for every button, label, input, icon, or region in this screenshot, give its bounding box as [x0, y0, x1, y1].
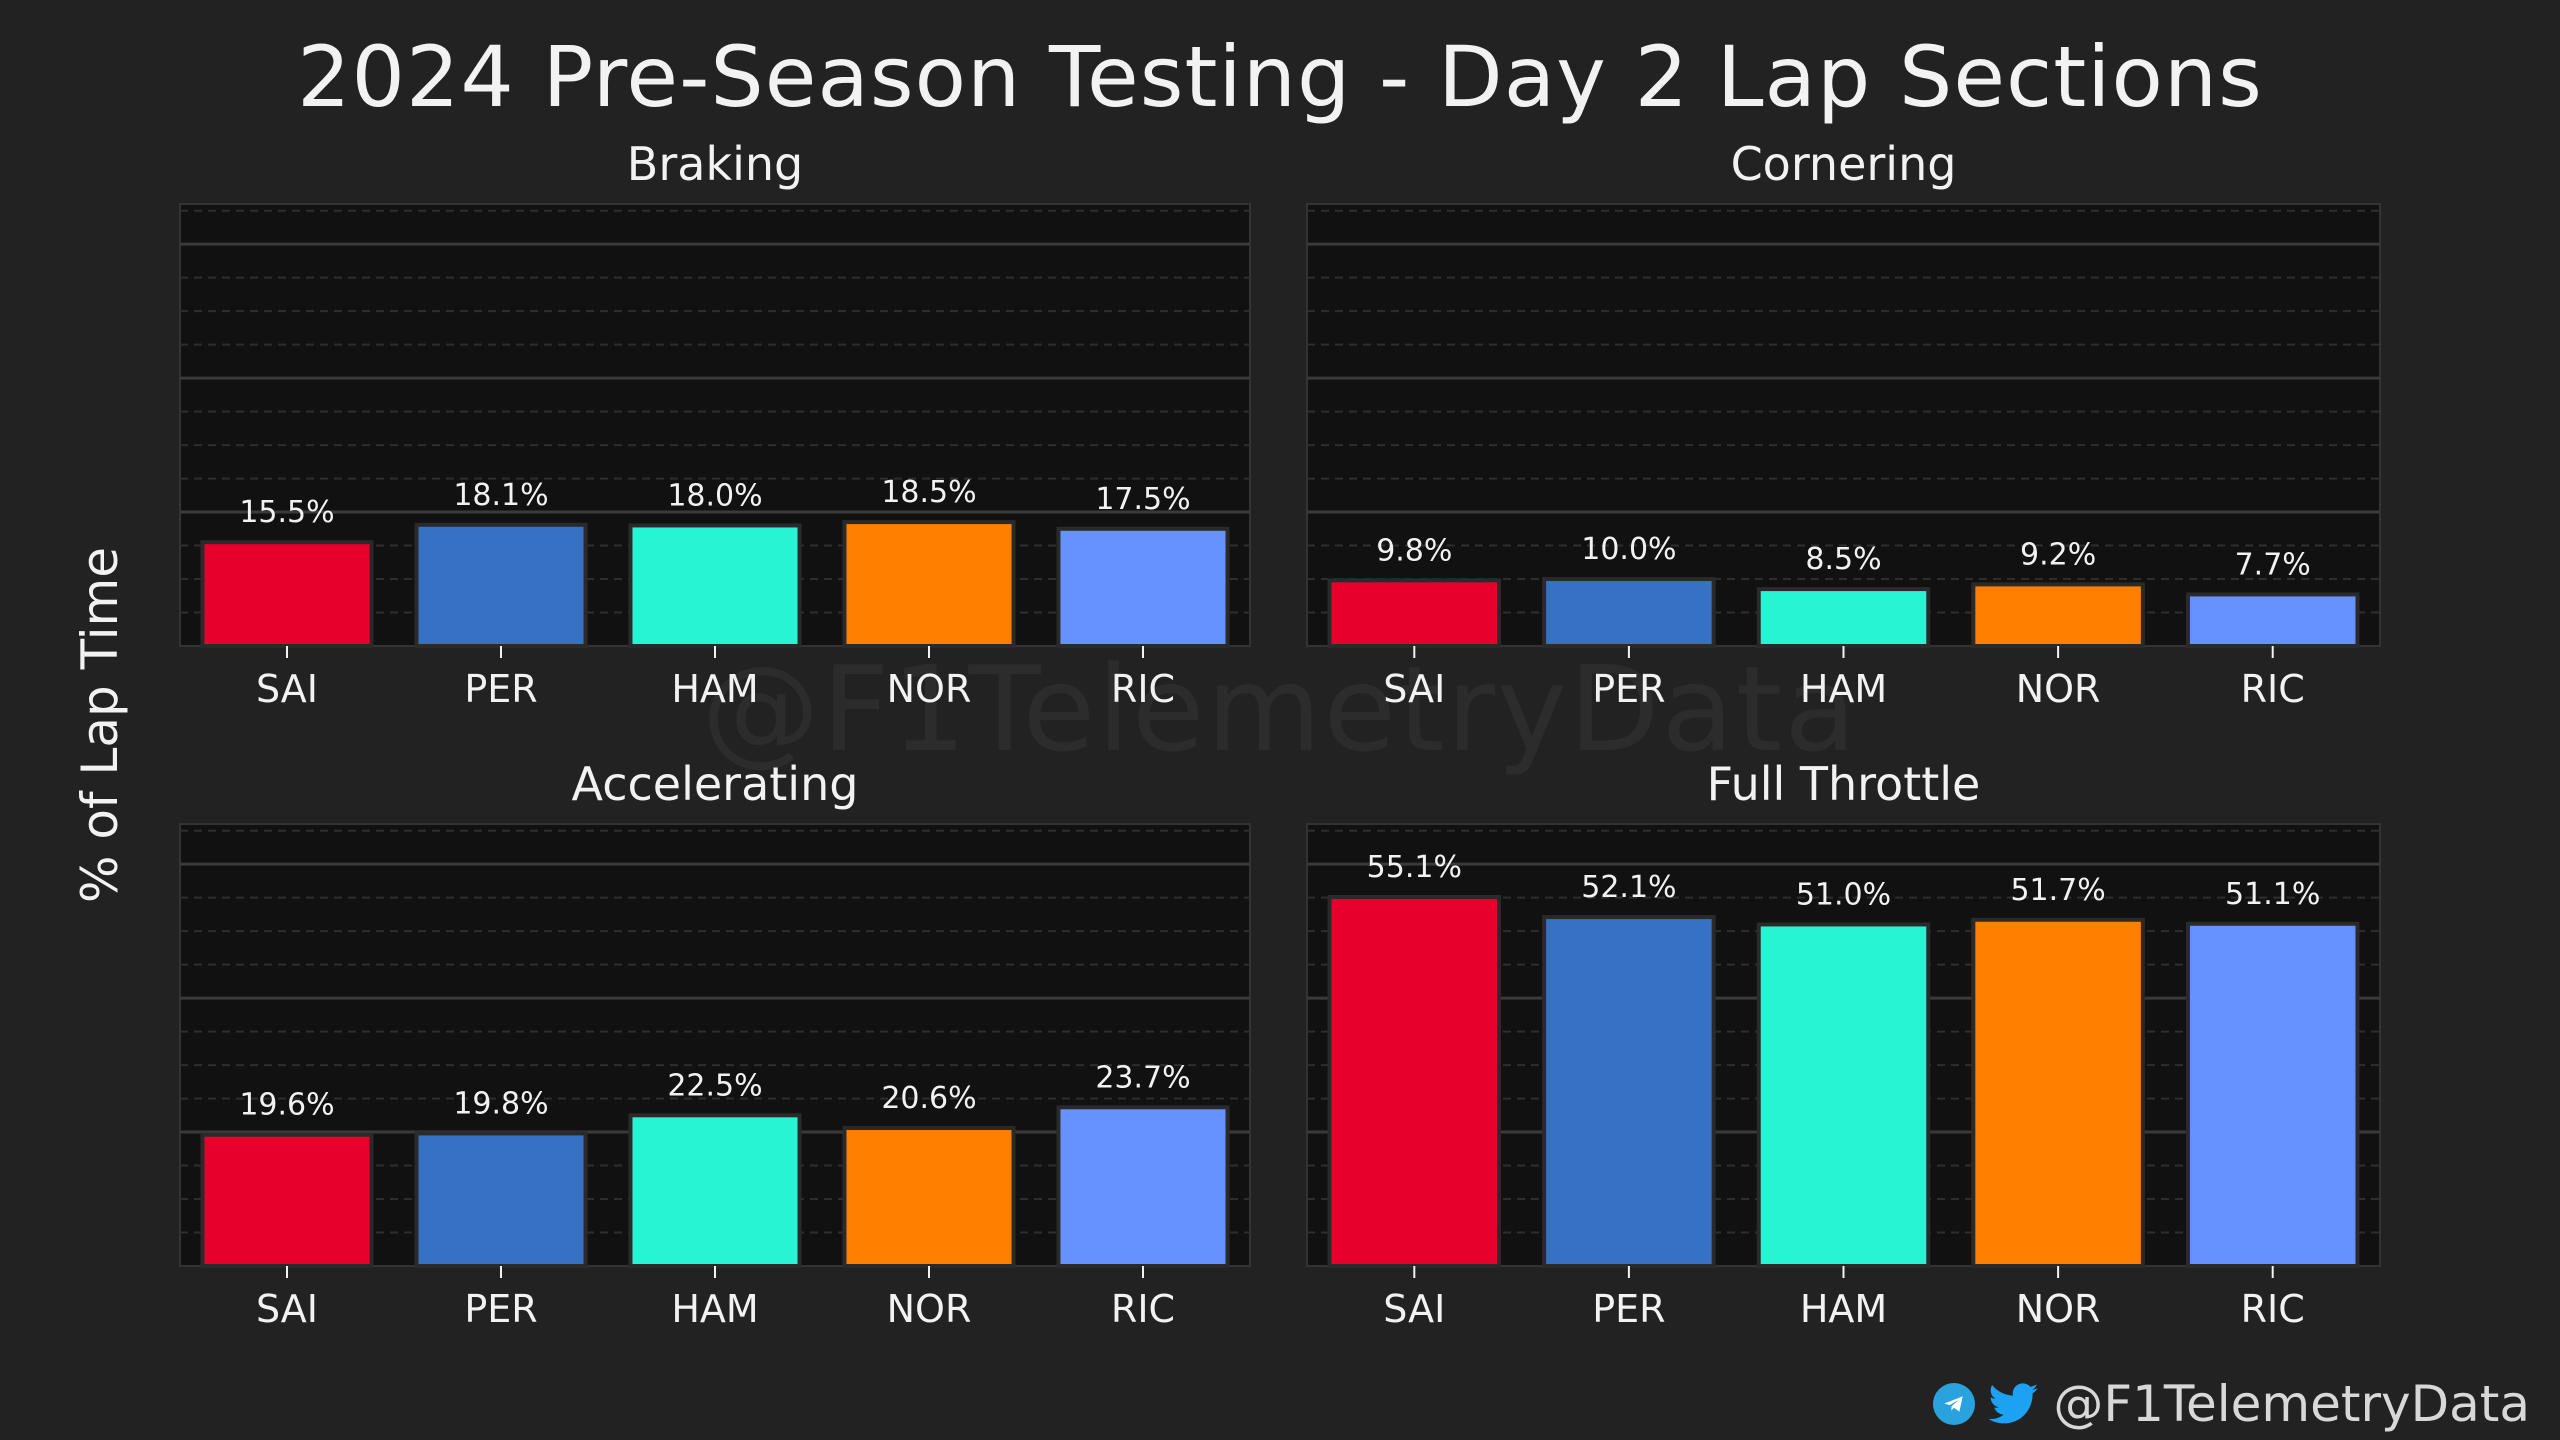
data-label: 20.6%: [881, 1081, 976, 1116]
data-label: 7.7%: [2235, 547, 2311, 582]
x-tick-label: SAI: [1383, 667, 1445, 711]
data-label: 10.0%: [1581, 532, 1676, 567]
data-label: 51.7%: [2010, 873, 2105, 908]
chart-panel: Braking 15.5% SAI 18.1% PER 18.0% HAM 18.5% NOR 1…: [179, 137, 1251, 711]
chart-title: 2024 Pre-Season Testing - Day 2 Lap Sect…: [297, 28, 2263, 126]
footer-handle: @F1TelemetryData: [2053, 1375, 2530, 1433]
bar: [842, 1126, 1016, 1269]
chart-panel: Cornering 9.8% SAI 10.0% PER 8.5% HAM 9.2% NOR 7.…: [1306, 137, 2381, 711]
x-tick-label: SAI: [256, 667, 318, 711]
footer: @F1TelemetryData: [1933, 1375, 2530, 1433]
data-label: 18.1%: [453, 478, 548, 513]
bar: [1971, 917, 2145, 1268]
x-tick-label: HAM: [671, 667, 758, 711]
bar: [414, 1131, 588, 1269]
data-label: 52.1%: [1581, 870, 1676, 905]
x-tick-label: NOR: [2016, 667, 2101, 711]
data-label: 9.8%: [1376, 533, 1452, 568]
x-tick-label: HAM: [1800, 667, 1887, 711]
data-label: 15.5%: [239, 495, 334, 530]
data-label: 22.5%: [667, 1068, 762, 1103]
bar: [1542, 577, 1716, 648]
data-label: 17.5%: [1095, 482, 1190, 517]
x-tick-label: PER: [1592, 1287, 1665, 1331]
x-tick-label: RIC: [1111, 1287, 1175, 1331]
bar: [1756, 587, 1931, 648]
panel-title: Accelerating: [572, 757, 859, 811]
panel-title: Braking: [627, 137, 803, 191]
x-tick-label: NOR: [887, 667, 972, 711]
x-tick-label: PER: [464, 667, 537, 711]
chart-panel: Full Throttle 55.1% SAI 52.1% PER 51.0% HAM 51.…: [1306, 757, 2381, 1331]
panel-title: Full Throttle: [1707, 757, 1981, 811]
bar: [842, 520, 1016, 649]
bar: [1971, 582, 2145, 648]
bar: [2185, 592, 2360, 649]
chart-panel: Accelerating 19.6% SAI 19.8% PER 22.5% HAM 20.6…: [179, 757, 1251, 1331]
bar: [1056, 526, 1230, 649]
x-tick-label: NOR: [887, 1287, 972, 1331]
data-label: 8.5%: [1805, 542, 1881, 577]
data-label: 23.7%: [1095, 1060, 1190, 1095]
bar: [1542, 915, 1716, 1268]
data-label: 18.0%: [667, 478, 762, 513]
x-tick-label: RIC: [2241, 1287, 2305, 1331]
bar: [414, 522, 588, 648]
x-tick-label: HAM: [671, 1287, 758, 1331]
twitter-icon: [1989, 1383, 2039, 1425]
panel-title: Cornering: [1731, 137, 1957, 191]
bar: [1327, 894, 1502, 1268]
x-tick-label: NOR: [2016, 1287, 2101, 1331]
x-tick-label: RIC: [1111, 667, 1175, 711]
x-tick-label: SAI: [1383, 1287, 1445, 1331]
x-tick-label: RIC: [2241, 667, 2305, 711]
watermark: @F1TelemetryData: [701, 640, 1859, 778]
bar: [2185, 921, 2360, 1268]
x-tick-label: PER: [1592, 667, 1665, 711]
x-tick-label: HAM: [1800, 1287, 1887, 1331]
data-label: 9.2%: [2020, 537, 2096, 572]
telegram-icon: [1933, 1383, 1976, 1425]
bar: [628, 1113, 802, 1269]
x-tick-label: SAI: [256, 1287, 318, 1331]
bar: [1327, 578, 1502, 648]
data-label: 55.1%: [1367, 850, 1462, 885]
data-label: 19.6%: [239, 1088, 334, 1123]
x-tick-label: PER: [464, 1287, 537, 1331]
data-label: 19.8%: [453, 1086, 548, 1121]
bar: [200, 1132, 374, 1268]
bar: [200, 540, 374, 648]
bar: [1056, 1105, 1230, 1269]
bar: [1756, 922, 1931, 1268]
data-label: 18.5%: [881, 475, 976, 510]
data-label: 51.1%: [2225, 877, 2320, 912]
bar: [628, 523, 802, 648]
data-label: 51.0%: [1796, 877, 1891, 912]
